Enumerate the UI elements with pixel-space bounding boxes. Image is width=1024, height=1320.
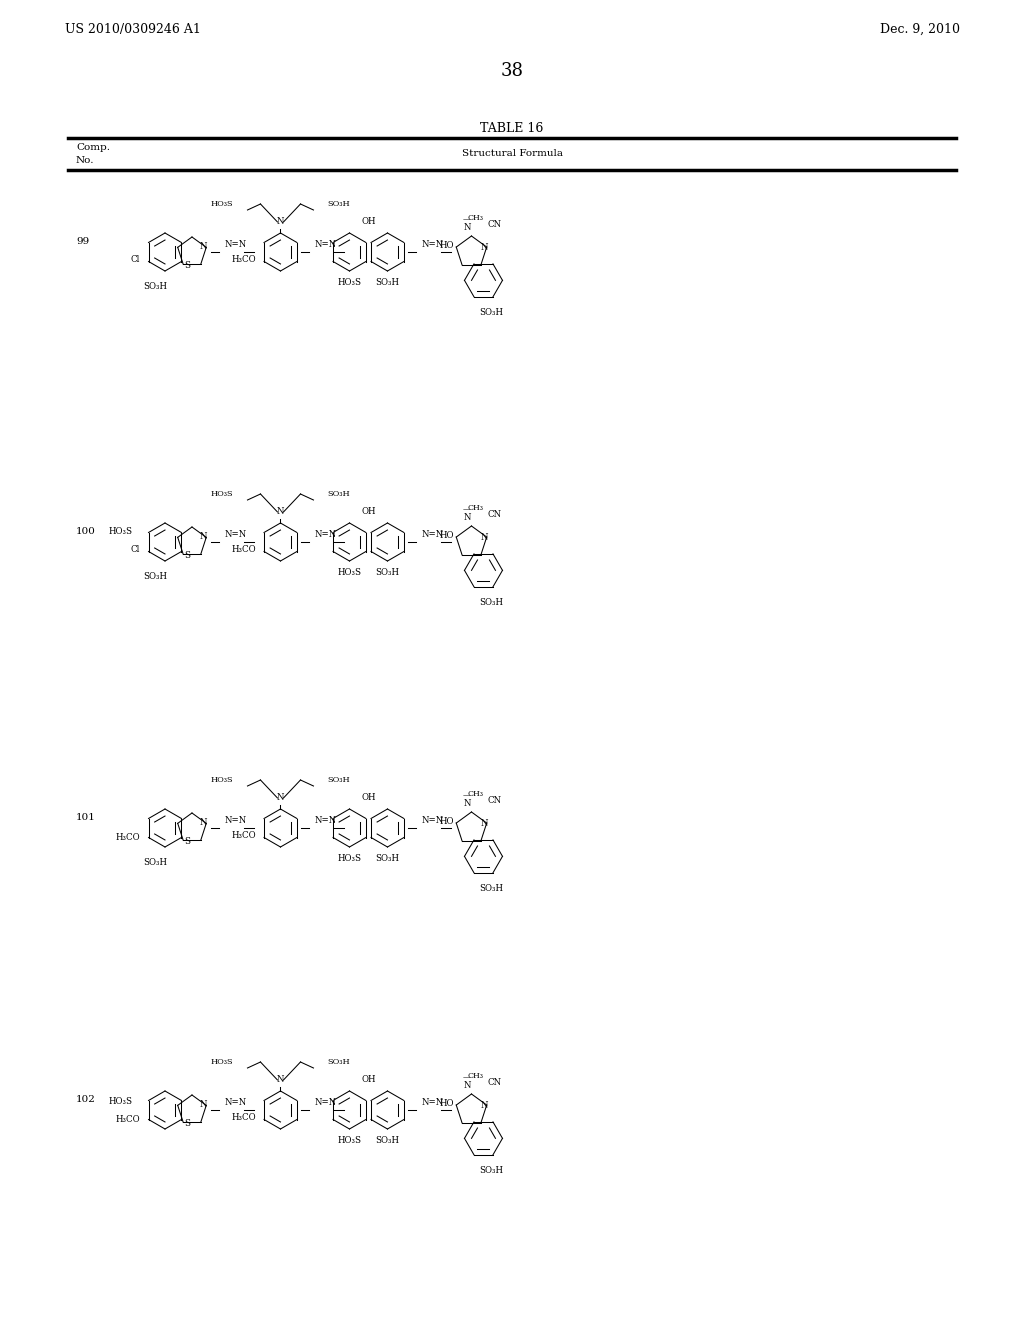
Text: SO₃H: SO₃H bbox=[328, 201, 350, 209]
Text: N: N bbox=[480, 533, 487, 543]
Text: N: N bbox=[200, 818, 208, 828]
Text: SO₃H: SO₃H bbox=[328, 490, 350, 498]
Text: SO₃H: SO₃H bbox=[376, 279, 399, 286]
Text: N: N bbox=[480, 1101, 487, 1110]
Text: N: N bbox=[276, 793, 285, 803]
Text: HO₃S: HO₃S bbox=[211, 201, 233, 209]
Text: S: S bbox=[184, 261, 190, 269]
Text: H₃CO: H₃CO bbox=[116, 1115, 140, 1125]
Text: HO: HO bbox=[440, 242, 455, 251]
Text: OH: OH bbox=[361, 507, 376, 516]
Text: 101: 101 bbox=[76, 813, 96, 822]
Text: Dec. 9, 2010: Dec. 9, 2010 bbox=[880, 22, 961, 36]
Text: 99: 99 bbox=[76, 238, 89, 247]
Text: HO₃S: HO₃S bbox=[338, 279, 361, 286]
Text: N=N: N=N bbox=[422, 531, 443, 539]
Text: SO₃H: SO₃H bbox=[143, 282, 167, 290]
Text: N=N: N=N bbox=[224, 531, 247, 539]
Text: HO₃S: HO₃S bbox=[109, 1097, 133, 1106]
Text: HO: HO bbox=[440, 817, 455, 826]
Text: HO₃S: HO₃S bbox=[211, 490, 233, 498]
Text: N=N: N=N bbox=[314, 531, 337, 539]
Text: OH: OH bbox=[361, 216, 376, 226]
Text: N: N bbox=[463, 799, 471, 808]
Text: SO₃H: SO₃H bbox=[143, 572, 167, 581]
Text: N: N bbox=[276, 1074, 285, 1084]
Text: —: — bbox=[463, 215, 470, 223]
Text: N: N bbox=[463, 513, 471, 521]
Text: Structural Formula: Structural Formula bbox=[462, 149, 562, 158]
Text: N: N bbox=[200, 1101, 208, 1109]
Text: CH₃: CH₃ bbox=[468, 214, 483, 222]
Text: S: S bbox=[184, 837, 190, 846]
Text: N: N bbox=[276, 507, 285, 516]
Text: HO₃S: HO₃S bbox=[109, 528, 133, 536]
Text: HO₃S: HO₃S bbox=[338, 568, 361, 577]
Text: N: N bbox=[480, 820, 487, 829]
Text: —: — bbox=[463, 791, 470, 799]
Text: —: — bbox=[463, 1073, 470, 1081]
Text: N=N: N=N bbox=[314, 816, 337, 825]
Text: H₃CO: H₃CO bbox=[231, 545, 256, 554]
Text: N: N bbox=[200, 243, 208, 251]
Text: Cl: Cl bbox=[131, 545, 140, 554]
Text: N: N bbox=[480, 243, 487, 252]
Text: SO₃H: SO₃H bbox=[328, 1059, 350, 1067]
Text: S: S bbox=[184, 550, 190, 560]
Text: N=N: N=N bbox=[224, 1098, 247, 1107]
Text: SO₃H: SO₃H bbox=[376, 568, 399, 577]
Text: N=N: N=N bbox=[314, 1098, 337, 1107]
Text: SO₃H: SO₃H bbox=[479, 309, 504, 317]
Text: N: N bbox=[463, 223, 471, 232]
Text: SO₃H: SO₃H bbox=[479, 1167, 504, 1175]
Text: CN: CN bbox=[487, 220, 502, 228]
Text: CN: CN bbox=[487, 510, 502, 519]
Text: No.: No. bbox=[76, 156, 94, 165]
Text: N: N bbox=[276, 216, 285, 226]
Text: SO₃H: SO₃H bbox=[143, 858, 167, 867]
Text: SO₃H: SO₃H bbox=[376, 1137, 399, 1144]
Text: US 2010/0309246 A1: US 2010/0309246 A1 bbox=[65, 22, 201, 36]
Text: HO₃S: HO₃S bbox=[211, 1059, 233, 1067]
Text: N: N bbox=[200, 532, 208, 541]
Text: OH: OH bbox=[361, 1074, 376, 1084]
Text: HO₃S: HO₃S bbox=[338, 854, 361, 863]
Text: CH₃: CH₃ bbox=[468, 1072, 483, 1080]
Text: S: S bbox=[184, 1119, 190, 1127]
Text: H₃CO: H₃CO bbox=[231, 832, 256, 840]
Text: Comp.: Comp. bbox=[76, 143, 110, 152]
Text: HO: HO bbox=[440, 532, 455, 540]
Text: HO: HO bbox=[440, 1100, 455, 1109]
Text: —: — bbox=[463, 506, 470, 513]
Text: N=N: N=N bbox=[314, 240, 337, 249]
Text: 100: 100 bbox=[76, 528, 96, 536]
Text: CN: CN bbox=[487, 1078, 502, 1086]
Text: CH₃: CH₃ bbox=[468, 789, 483, 799]
Text: N=N: N=N bbox=[224, 816, 247, 825]
Text: HO₃S: HO₃S bbox=[211, 776, 233, 784]
Text: CH₃: CH₃ bbox=[468, 504, 483, 512]
Text: SO₃H: SO₃H bbox=[479, 884, 504, 894]
Text: CN: CN bbox=[487, 796, 502, 805]
Text: N: N bbox=[463, 1081, 471, 1090]
Text: H₃CO: H₃CO bbox=[116, 833, 140, 842]
Text: N=N: N=N bbox=[422, 816, 443, 825]
Text: 38: 38 bbox=[501, 62, 523, 81]
Text: N=N: N=N bbox=[224, 240, 247, 249]
Text: OH: OH bbox=[361, 793, 376, 803]
Text: Cl: Cl bbox=[131, 256, 140, 264]
Text: SO₃H: SO₃H bbox=[376, 854, 399, 863]
Text: SO₃H: SO₃H bbox=[479, 598, 504, 607]
Text: HO₃S: HO₃S bbox=[338, 1137, 361, 1144]
Text: H₃CO: H₃CO bbox=[231, 1113, 256, 1122]
Text: 102: 102 bbox=[76, 1096, 96, 1105]
Text: TABLE 16: TABLE 16 bbox=[480, 121, 544, 135]
Text: N=N: N=N bbox=[422, 1098, 443, 1107]
Text: H₃CO: H₃CO bbox=[231, 255, 256, 264]
Text: SO₃H: SO₃H bbox=[328, 776, 350, 784]
Text: N=N: N=N bbox=[422, 240, 443, 249]
